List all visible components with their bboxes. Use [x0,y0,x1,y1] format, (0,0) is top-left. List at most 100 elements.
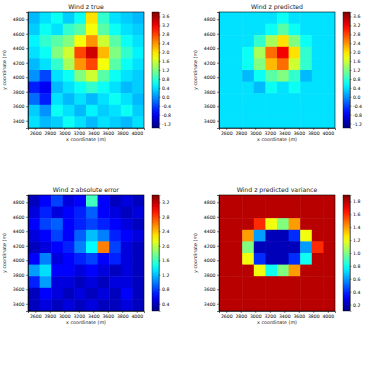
y-tick: 4400 [13,46,28,51]
x-axis-title: x coordinate (m) [257,137,297,142]
heat-cell [265,35,277,47]
colorbar-tick: 1.8 [350,199,360,204]
heat-cell [51,288,63,300]
heat-cell [63,276,75,288]
heat-cell [28,82,40,94]
heat-cell [289,288,301,300]
y-tick-label: 4400 [13,46,25,51]
heat-cell [242,24,254,36]
heat-cell [98,93,110,105]
heat-cell [98,24,110,36]
heat-cell [323,58,335,70]
x-tick: 3400 [88,128,100,136]
heat-cell [86,35,98,47]
heat-cell [51,35,63,47]
colorbar-tick: 1.2 [350,68,360,73]
heat-cell [265,207,277,219]
x-tick-mark [79,311,80,313]
heat-cell [312,93,324,105]
colorbar-tick: 0.0 [350,95,360,100]
heat-cell [132,24,144,36]
heat-cell [74,218,86,230]
heat-cell [109,241,121,253]
colorbar-tick-mark [159,202,161,203]
heat-cell [254,253,266,265]
heat-cell [86,70,98,82]
heat-cell [28,207,40,219]
heat-cell [121,218,133,230]
colorbar-tick-label: 0.8 [353,264,360,269]
heat-cell [265,276,277,288]
heat-cell [242,70,254,82]
heat-cell [300,265,312,277]
heat-cell [300,58,312,70]
heat-cell [51,105,63,117]
heat-cell [242,218,254,230]
colorbar-tick-mark [350,106,352,107]
heat-cell [323,218,335,230]
heat-cell [277,105,289,117]
heat-cell [219,58,231,70]
x-axis-line [29,312,145,314]
y-tick-label: 3400 [204,119,216,124]
heat-cell [51,47,63,59]
heat-cell [265,230,277,242]
colorbar-tick-mark [159,25,161,26]
colorbar-tick-label: 1.6 [353,59,360,64]
x-tick-label: 3800 [308,314,320,319]
x-axis: 26002800300032003400360038004000 [29,311,145,319]
heat-cell [323,12,335,24]
y-axis-line [217,13,220,129]
heat-cell [265,299,277,311]
y-tick: 4400 [204,46,219,51]
y-tick: 3600 [13,104,28,109]
heat-cell [51,12,63,24]
x-tick: 2800 [44,128,56,136]
heat-cell [86,299,98,311]
heat-cell [242,82,254,94]
heat-cell [323,195,335,207]
y-tick: 4600 [204,32,219,37]
x-tick-mark [270,128,271,130]
heat-cell [242,195,254,207]
x-tick-mark [50,128,51,130]
heat-cell [265,116,277,128]
heat-cell [323,288,335,300]
y-tick-mark [26,77,28,78]
colorbar-tick-mark [159,88,161,89]
x-tick-label: 4000 [131,131,143,136]
colorbar-tick: 0.2 [350,303,360,308]
heat-cell [63,12,75,24]
colorbar-tick-label: 3.2 [162,200,169,205]
heat-cell [86,218,98,230]
heat-cell [98,230,110,242]
y-tick-label: 3400 [13,119,25,124]
heat-cell [231,241,243,253]
y-tick: 4000 [13,75,28,80]
y-axis-line [26,196,29,312]
x-tick-mark [284,128,285,130]
heat-cell [312,253,324,265]
x-tick: 3600 [293,311,305,319]
heat-cell [109,288,121,300]
y-tick: 4800 [13,17,28,22]
colorbar-axis-line [160,13,161,129]
heat-cell [63,93,75,105]
heat-cell [289,58,301,70]
heat-cell [109,218,121,230]
heat-cell [289,35,301,47]
heat-cell [28,93,40,105]
heat-cell [219,82,231,94]
heat-cell [312,12,324,24]
heat-cell [63,299,75,311]
heat-cell [63,82,75,94]
y-tick-mark [217,121,219,122]
heat-cell [63,24,75,36]
x-tick-label: 2600 [221,314,233,319]
heat-cell [51,218,63,230]
colorbar-tick-mark [350,16,352,17]
colorbar-tick-mark [350,34,352,35]
panel: 2600280030003200340036003800400034003600… [2,186,169,326]
heat-cell [277,207,289,219]
colorbar-axis: -1.2-0.8-0.40.00.40.81.21.62.02.42.83.23… [350,13,362,129]
